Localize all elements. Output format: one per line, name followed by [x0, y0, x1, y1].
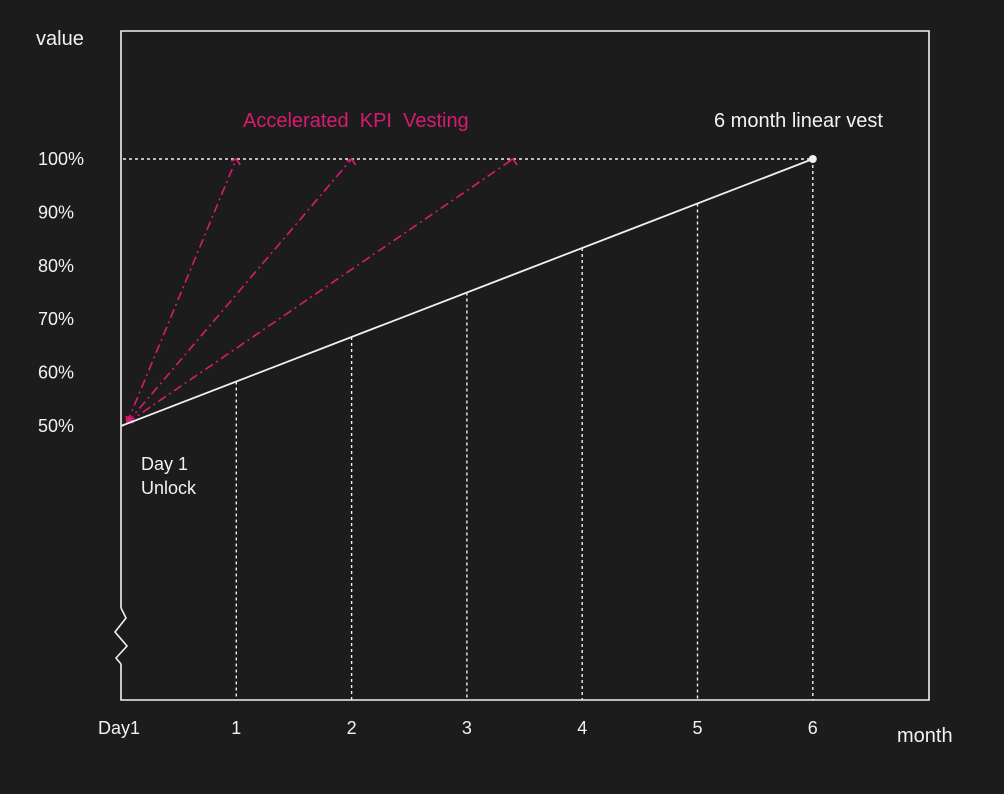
- y-tick-label: 100%: [38, 149, 84, 169]
- accelerated-line-2: [126, 158, 353, 424]
- y-tick-label: 80%: [38, 256, 74, 276]
- x-tick-label: 2: [347, 718, 357, 738]
- linear-vest-end-dot: [808, 155, 817, 163]
- plot-frame: [120, 30, 930, 701]
- chart-labels: 100% 90% 80% 70% 60% 50% Day1 1 2 3 4 5 6: [38, 149, 818, 738]
- y-axis-title: value: [36, 28, 84, 50]
- accelerated-line-1: [126, 158, 238, 424]
- guide-lines: [123, 158, 814, 700]
- linear-vest-line: [120, 158, 814, 427]
- accelerated-arrow-end-2: [346, 158, 357, 166]
- day1-unlock-label-line2: Unlock: [141, 478, 197, 498]
- y-tick-label: 60%: [38, 363, 74, 383]
- x-tick-label: 5: [692, 718, 702, 738]
- y-tick-label: 50%: [38, 416, 74, 436]
- y-tick-label: 90%: [38, 202, 74, 222]
- x-tick-label: Day1: [98, 718, 140, 738]
- day1-unlock-label-line1: Day 1: [141, 454, 188, 474]
- axis-break-icon: [113, 607, 129, 665]
- x-tick-label: 3: [462, 718, 472, 738]
- y-tick-label: 70%: [38, 309, 74, 329]
- x-axis-title: month: [897, 725, 953, 747]
- x-tick-label: 4: [577, 718, 587, 738]
- accelerated-vesting-label: Accelerated KPI Vesting: [243, 110, 469, 132]
- accelerated-arrow-end-3: [507, 158, 518, 166]
- accelerated-arrow-end-1: [231, 158, 241, 166]
- accelerated-line-3: [126, 158, 514, 424]
- x-tick-label: 6: [808, 718, 818, 738]
- linear-vest-label: 6 month linear vest: [714, 110, 883, 132]
- chart-frame: [113, 30, 930, 701]
- x-tick-label: 1: [231, 718, 241, 738]
- series-lines: [120, 155, 817, 427]
